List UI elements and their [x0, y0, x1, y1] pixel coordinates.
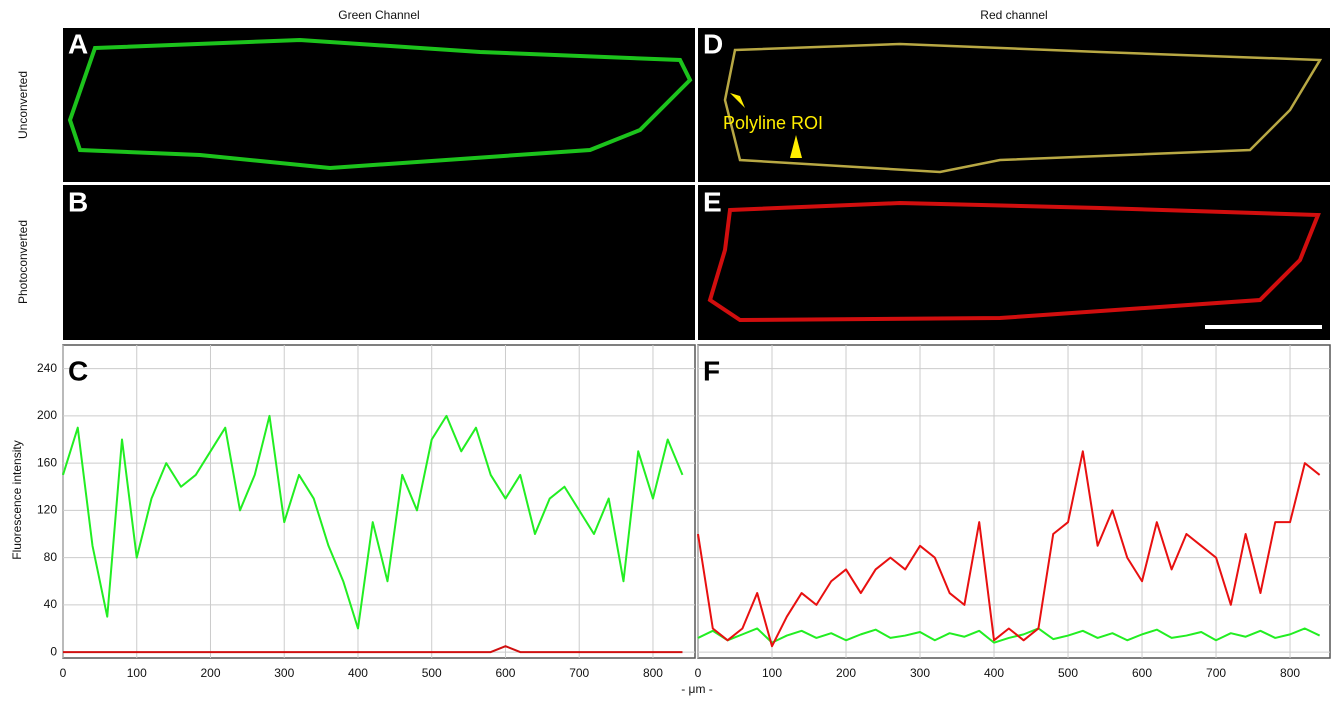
image-panel	[63, 185, 695, 340]
x-tick-label: 800	[643, 666, 663, 680]
row-label: Unconverted	[16, 71, 30, 139]
y-tick-label: 80	[44, 550, 58, 564]
x-tick-label: 0	[60, 666, 67, 680]
x-tick-label: 400	[984, 666, 1004, 680]
cell-outline	[707, 200, 1321, 323]
y-tick-label: 160	[37, 455, 57, 469]
data-line	[63, 645, 683, 654]
x-tick-label: 200	[200, 666, 220, 680]
y-tick-label: 120	[37, 503, 57, 517]
panel-label: C	[68, 355, 88, 386]
x-tick-label: 600	[1132, 666, 1152, 680]
y-tick-label: 240	[37, 361, 57, 375]
data-line	[697, 450, 1321, 648]
x-tick-label: 700	[1206, 666, 1226, 680]
image-panel	[63, 28, 695, 182]
panel-label: D	[703, 28, 723, 59]
x-tick-label: 300	[910, 666, 930, 680]
arrow	[730, 93, 802, 158]
x-tick-label: 200	[836, 666, 856, 680]
y-tick-label: 200	[37, 408, 57, 422]
x-tick-label: 400	[348, 666, 368, 680]
x-tick-label: 500	[422, 666, 442, 680]
panel-label: A	[68, 28, 88, 59]
data-line	[697, 627, 1321, 644]
x-tick-label: 500	[1058, 666, 1078, 680]
cell-outline	[67, 37, 693, 171]
x-tick-label: 300	[274, 666, 294, 680]
x-tick-label: 800	[1280, 666, 1300, 680]
data-line	[62, 414, 684, 630]
roi-outline	[723, 42, 1323, 174]
x-tick-label: 100	[127, 666, 147, 680]
column-title: Green Channel	[338, 8, 419, 22]
x-tick-label: 600	[495, 666, 515, 680]
x-tick-label: 0	[695, 666, 702, 680]
x-tick-label: 700	[569, 666, 589, 680]
row-label: Photoconverted	[16, 220, 30, 304]
y-tick-label: 40	[44, 597, 58, 611]
panel-label: F	[703, 355, 720, 386]
plot-area	[62, 344, 696, 659]
column-title: Red channel	[980, 8, 1047, 22]
panel-label: E	[703, 186, 722, 217]
y-tick-label: 0	[50, 644, 57, 658]
plot-area	[697, 344, 1331, 659]
image-panel	[698, 28, 1330, 182]
y-axis-label: Fluorescence intensity	[10, 440, 24, 559]
annotation: Polyline ROI	[723, 113, 823, 133]
x-tick-label: 100	[762, 666, 782, 680]
x-axis-label: - μm -	[681, 682, 713, 696]
panel-label: B	[68, 186, 88, 217]
